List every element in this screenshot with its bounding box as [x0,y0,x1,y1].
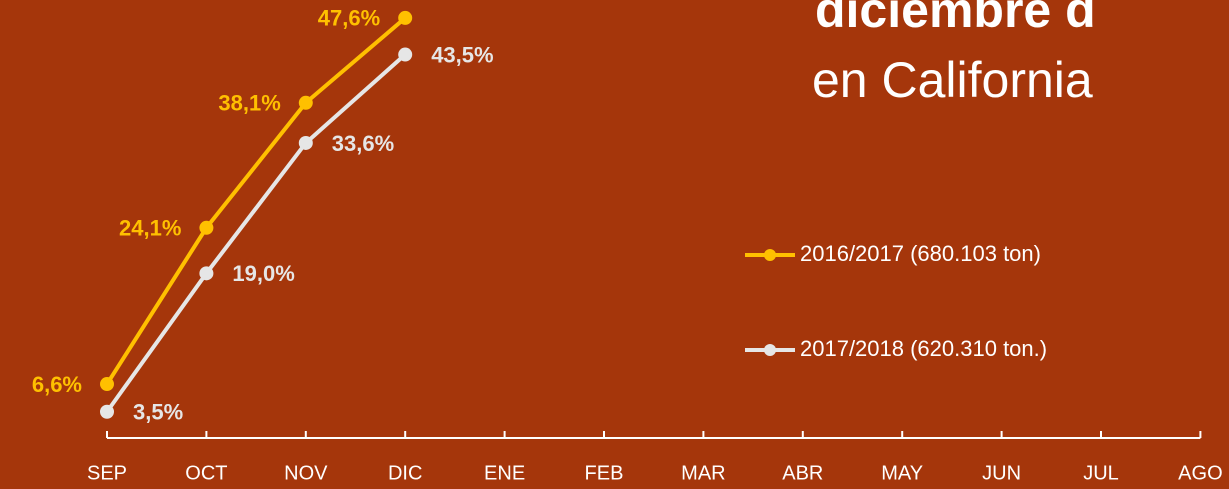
x-tick-label: DIC [388,462,422,484]
data-label: 19,0% [232,261,294,286]
data-point [398,47,413,62]
x-tick-label: OCT [185,462,227,484]
x-tick-label: MAY [881,462,923,484]
data-label: 3,5% [133,400,183,425]
x-tick-label: MAR [681,462,725,484]
legend-label: 2016/2017 (680.103 ton) [800,241,1041,266]
data-point [298,135,313,150]
x-tick-label: JUN [982,462,1021,484]
data-point [100,377,114,392]
x-tick-label: ENE [484,462,525,484]
legend-marker [764,344,776,356]
series-line [105,53,407,413]
data-label: 33,6% [332,131,394,156]
data-label: 24,1% [119,216,181,241]
data-label: 38,1% [218,91,280,116]
x-tick-label: SEP [87,462,127,484]
data-label: 6,6% [32,372,82,397]
data-label: 47,6% [318,6,380,31]
data-point [199,220,214,235]
legend-marker [764,249,776,261]
series-line [105,16,407,386]
x-tick-label: JUL [1083,462,1119,484]
legend-label: 2017/2018 (620.310 ton.) [800,336,1047,361]
chart-title: diciembre d [815,0,1096,38]
x-tick-label: AGO [1178,462,1222,484]
data-point [298,95,313,110]
data-point [398,10,413,25]
data-label: 43,5% [431,42,493,67]
x-tick-label: FEB [585,462,624,484]
x-tick-label: ABR [782,462,823,484]
x-tick-label: NOV [284,462,328,484]
chart-subtitle: en California [812,52,1093,108]
data-point [199,266,214,281]
data-point [100,404,114,419]
